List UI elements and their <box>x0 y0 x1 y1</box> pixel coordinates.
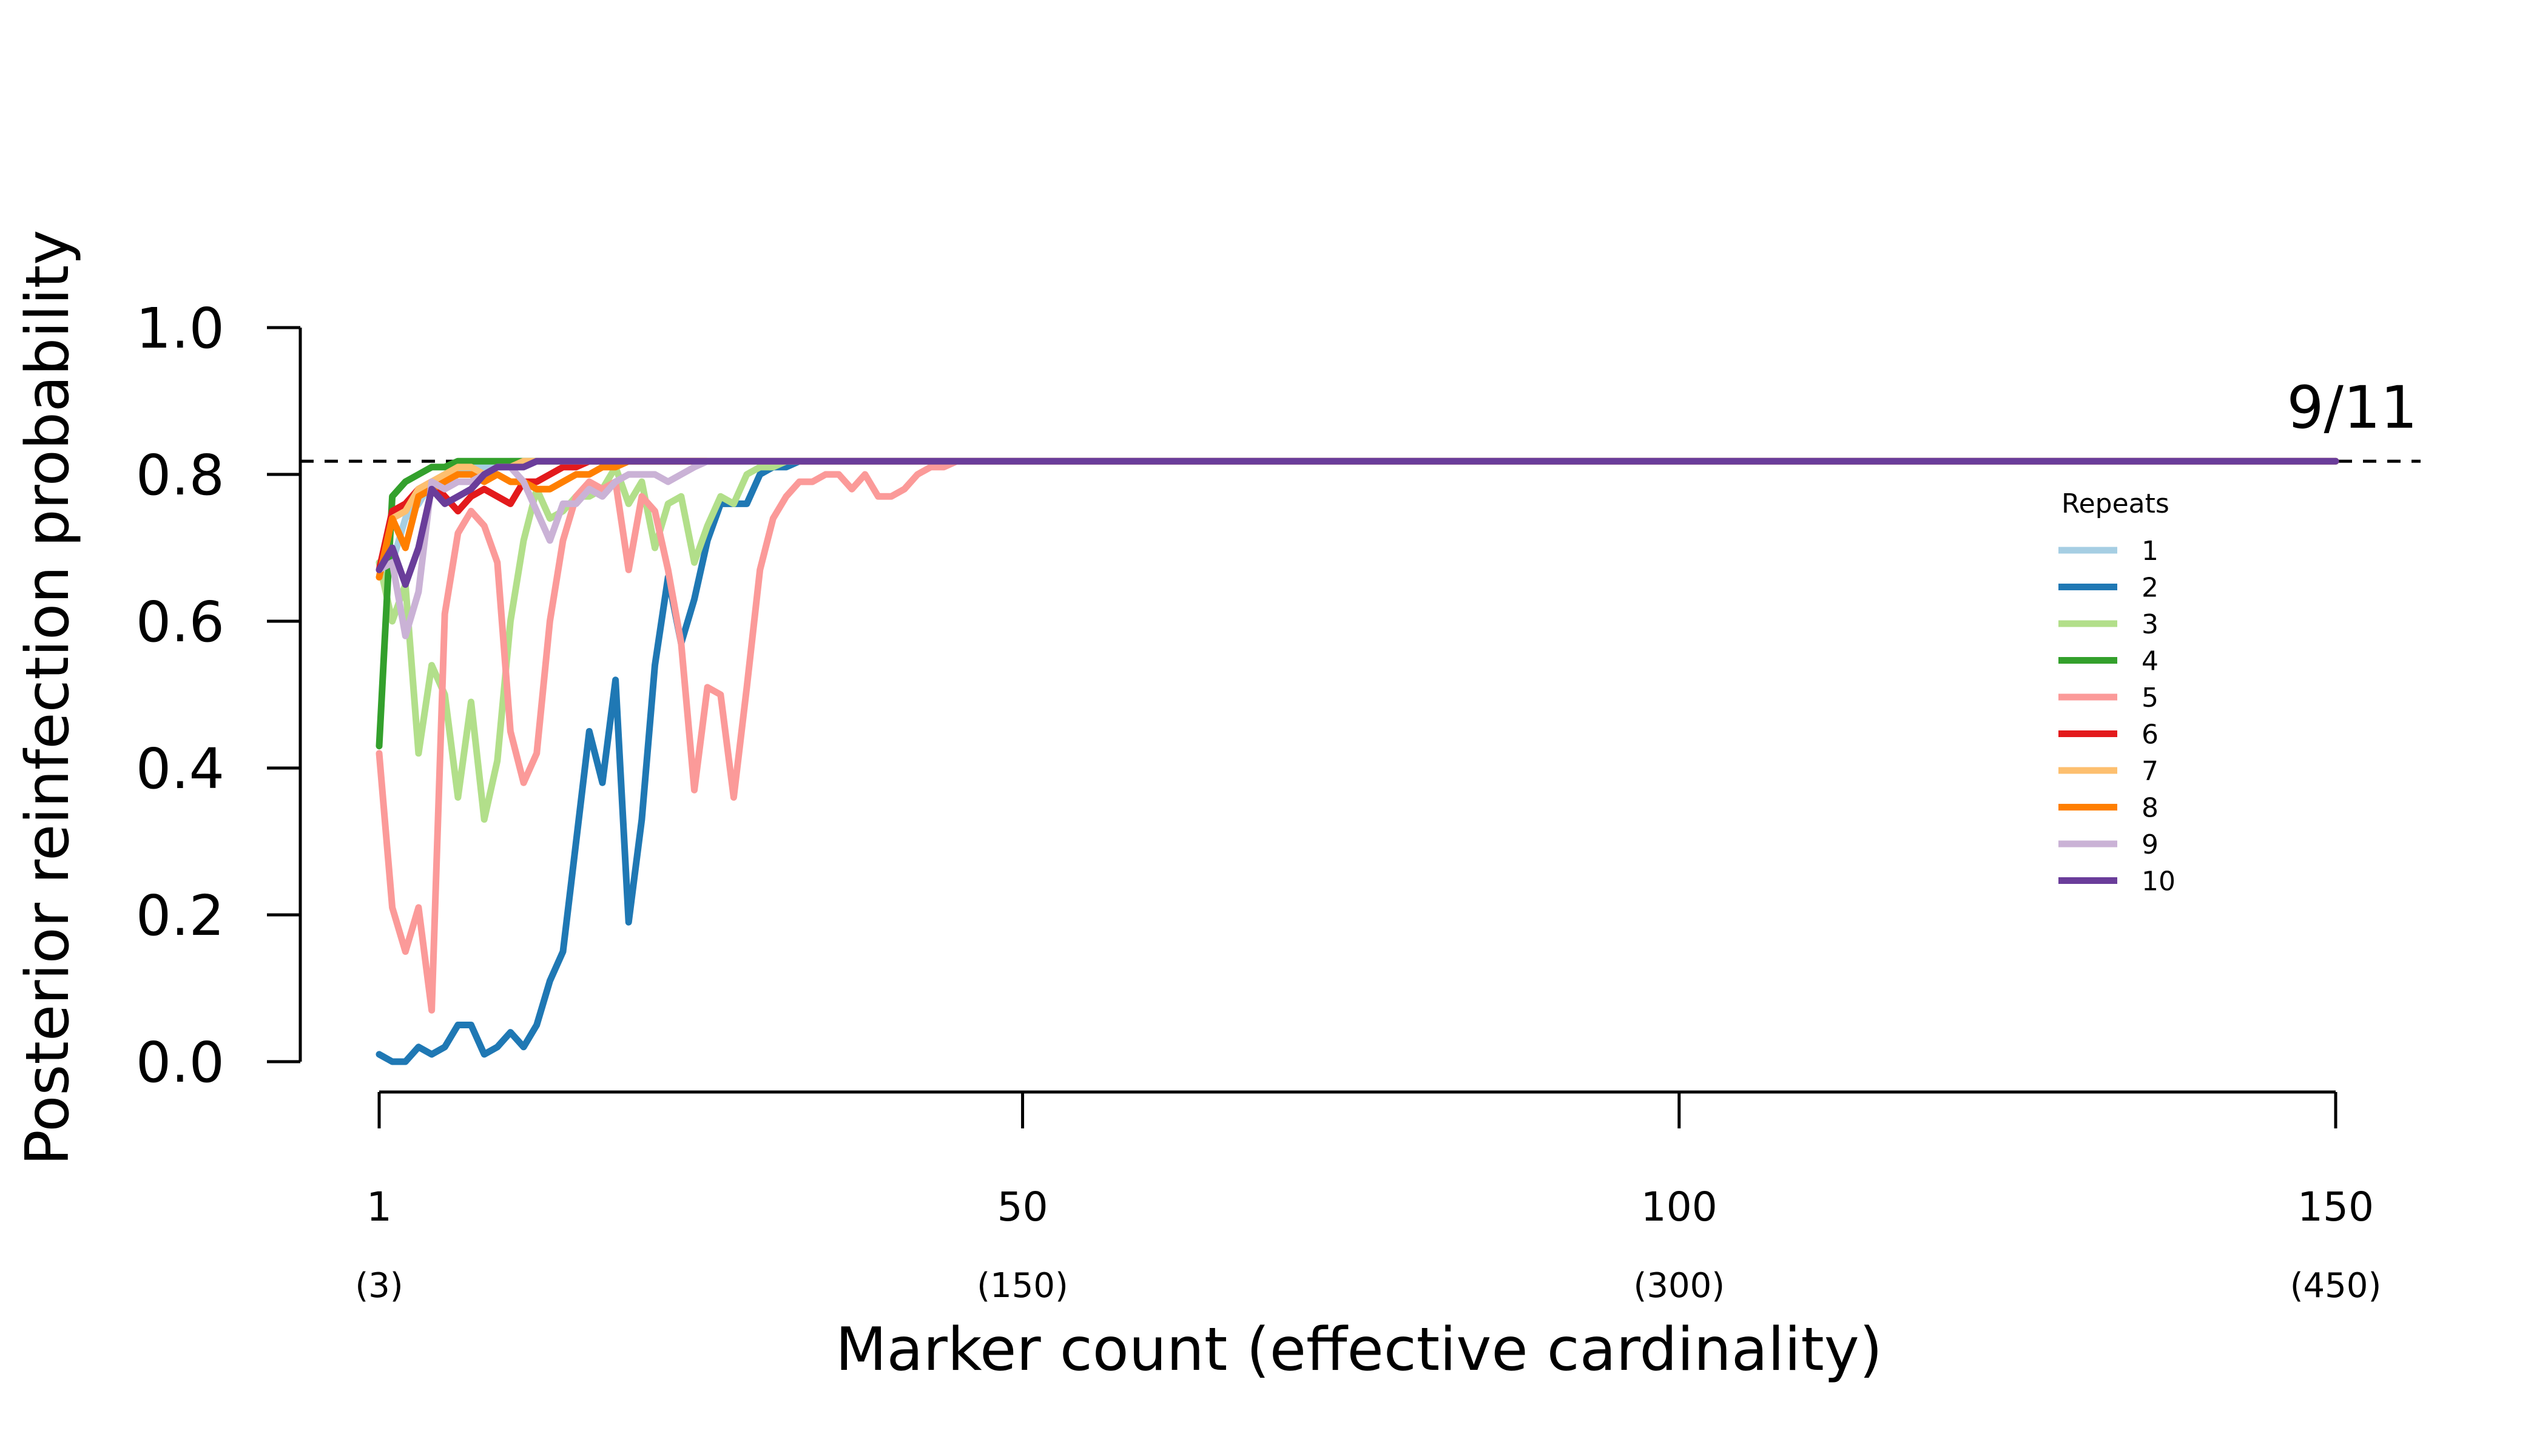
y-tick-label: 0.6 <box>136 590 224 655</box>
x-axis-title: Marker count (effective cardinality) <box>835 1315 1882 1384</box>
series-line-2 <box>376 457 2339 1065</box>
series-line-9 <box>376 457 2339 639</box>
x-tick-sublabel: (300) <box>1633 1266 1725 1306</box>
legend-label-8: 8 <box>2142 793 2159 824</box>
y-tick-label: 0.0 <box>136 1030 224 1095</box>
y-tick-label: 0.4 <box>136 736 224 801</box>
y-tick-label: 1.0 <box>136 296 224 361</box>
y-axis-ticks: 0.0 0.2 0.4 0.6 0.8 1.0 <box>136 296 300 1095</box>
y-tick-label: 0.8 <box>136 443 224 508</box>
legend-label-10: 10 <box>2142 866 2176 897</box>
legend-label-3: 3 <box>2142 609 2159 640</box>
series-line-10 <box>376 457 2339 588</box>
x-tick-label: 50 <box>997 1184 1048 1230</box>
legend-title: Repeats <box>2061 488 2169 519</box>
x-tick-label: 1 <box>366 1184 392 1230</box>
y-axis-title: Posterior reinfection probability <box>13 230 83 1165</box>
x-tick-label: 150 <box>2297 1184 2374 1230</box>
series-lines <box>376 457 2339 1065</box>
x-tick-label: 100 <box>1641 1184 1717 1230</box>
reference-line-label: 9/11 <box>2287 374 2418 442</box>
legend-label-4: 4 <box>2142 646 2159 677</box>
legend-label-7: 7 <box>2142 756 2159 787</box>
x-tick-sublabel: (3) <box>355 1266 403 1306</box>
legend-label-1: 1 <box>2142 536 2159 567</box>
x-tick-sublabel: (150) <box>977 1266 1068 1306</box>
legend-label-6: 6 <box>2142 720 2159 750</box>
legend-label-9: 9 <box>2142 829 2159 860</box>
legend: Repeats 1 2 3 4 5 6 7 8 9 10 <box>2058 488 2176 897</box>
x-axis-ticks: 1 (3) 50 (150) 100 (300) 150 (450) <box>355 1092 2381 1306</box>
series-line-5 <box>376 457 2339 1014</box>
x-tick-sublabel: (450) <box>2290 1266 2382 1306</box>
legend-label-5: 5 <box>2142 682 2159 713</box>
legend-items: 1 2 3 4 5 6 7 8 9 10 <box>2058 536 2176 897</box>
y-tick-label: 0.2 <box>136 883 224 948</box>
series-line-3 <box>376 457 2339 823</box>
series-line-8 <box>376 457 2339 581</box>
series-line-4 <box>376 457 2339 750</box>
legend-label-2: 2 <box>2142 573 2159 604</box>
